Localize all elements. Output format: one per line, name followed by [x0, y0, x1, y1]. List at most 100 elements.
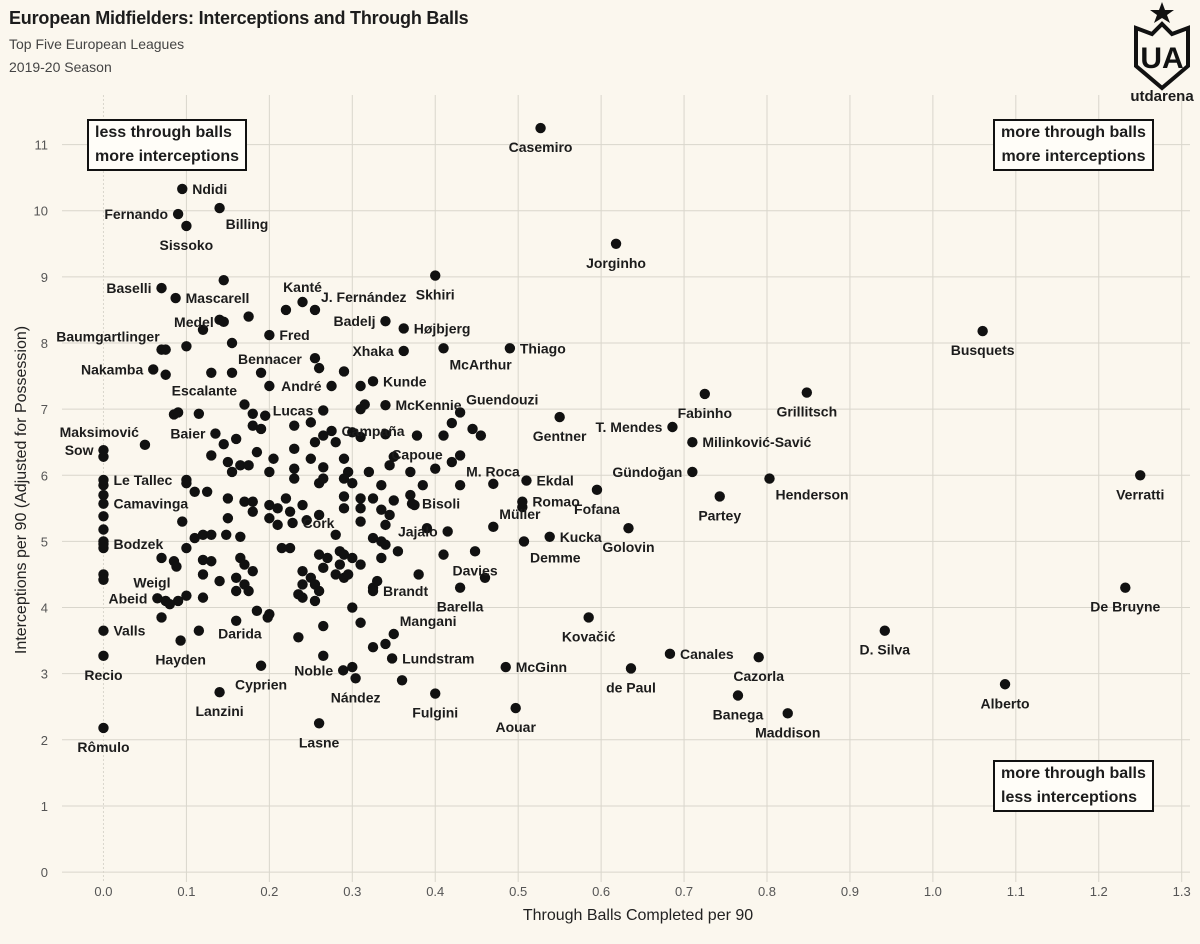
- player-point: [380, 638, 391, 650]
- player-label: Sow: [65, 442, 94, 458]
- player-label: Camavinga: [113, 496, 188, 512]
- player-label: McArthur: [450, 356, 513, 372]
- player-point-noble: [337, 665, 349, 676]
- player-point-cyprien: [255, 660, 267, 671]
- player-label: Jajalo: [398, 523, 438, 539]
- player-point: [222, 493, 234, 504]
- player-point: [206, 529, 217, 540]
- player-point: [197, 529, 209, 540]
- player-label: Lucas: [273, 402, 314, 418]
- player-point: [235, 531, 246, 542]
- player-point: [264, 513, 275, 524]
- player-point-recio: [98, 650, 109, 662]
- player-point-brandt: [367, 585, 379, 597]
- player-point: [222, 456, 234, 468]
- player-point: [247, 506, 258, 517]
- player-point-mcginn: [500, 661, 511, 673]
- player-label: Nakamba: [81, 361, 143, 377]
- player-point: [347, 661, 358, 673]
- player-label: Xhaka: [352, 343, 393, 359]
- player-point: [284, 506, 296, 517]
- player-point: [284, 542, 296, 554]
- player-point-kucka: [544, 531, 555, 542]
- player-point: [214, 575, 225, 587]
- player-point-h-jbjerg: [398, 323, 409, 334]
- player-label: Baselli: [106, 280, 151, 296]
- player-label: Mangani: [400, 613, 457, 629]
- player-point: [201, 486, 213, 498]
- player-point: [98, 489, 109, 501]
- y-tick-label: 9: [41, 270, 48, 285]
- player-point-jajalo: [442, 526, 453, 537]
- y-tick-label: 0: [41, 865, 48, 880]
- player-point-badelj: [380, 315, 391, 327]
- player-point: [417, 479, 428, 491]
- player-point: [355, 493, 366, 504]
- player-point: [313, 509, 325, 521]
- player-label: De Bruyne: [1090, 599, 1160, 615]
- player-point: [384, 509, 395, 521]
- player-point: [260, 410, 271, 421]
- player-label: Recio: [84, 667, 122, 683]
- player-label: Ekdal: [536, 473, 573, 489]
- player-label: Cyprien: [235, 677, 287, 693]
- player-label: Fabinho: [678, 405, 732, 421]
- player-point: [197, 569, 209, 580]
- player-point-darida: [262, 612, 273, 623]
- player-point-r-mulo: [98, 722, 109, 734]
- player-label: Ndidi: [192, 181, 227, 197]
- player-point: [181, 478, 192, 489]
- player-point: [488, 478, 499, 490]
- quadrant-bottom-right-line1: more through balls: [1001, 765, 1146, 782]
- player-point-bodzek: [98, 538, 109, 550]
- player-label: Lasne: [299, 734, 340, 750]
- player-point: [239, 496, 250, 507]
- player-point-demme: [518, 536, 530, 547]
- y-tick-label: 4: [41, 601, 48, 616]
- player-point: [338, 473, 350, 484]
- player-point-fernando: [172, 208, 184, 220]
- player-label: Sissoko: [160, 237, 214, 253]
- player-point: [318, 473, 329, 484]
- player-point: [297, 565, 308, 577]
- player-label: Henderson: [775, 487, 848, 503]
- player-point-maksimovi-: [139, 439, 151, 451]
- player-label: Canales: [680, 646, 734, 662]
- x-tick-label: 0.8: [758, 884, 776, 899]
- x-tick-label: 1.0: [924, 884, 942, 899]
- player-point-grillitsch: [801, 387, 813, 398]
- player-label: Golovin: [602, 539, 654, 555]
- player-point: [347, 552, 358, 564]
- player-point-verratti: [1135, 470, 1146, 481]
- x-tick-label: 0.1: [177, 884, 195, 899]
- player-point-fred: [264, 329, 275, 341]
- player-label: Fred: [279, 327, 309, 343]
- player-label: M. Roca: [466, 463, 520, 479]
- player-point-aouar: [510, 702, 521, 714]
- player-point-fabinho: [699, 388, 710, 400]
- player-point: [297, 499, 308, 511]
- player-point: [380, 429, 391, 440]
- player-point-sow: [98, 444, 109, 456]
- player-point: [338, 366, 350, 377]
- player-label: Fofana: [574, 501, 620, 517]
- player-point-capoue: [411, 430, 423, 441]
- player-label: Guendouzi: [466, 391, 538, 407]
- player-label: Kovačić: [562, 628, 616, 644]
- svg-text:UA: UA: [1140, 42, 1183, 75]
- player-label: Davies: [452, 562, 497, 578]
- player-label: Lundstram: [402, 650, 474, 666]
- player-label: Badelj: [333, 313, 375, 329]
- player-point: [421, 522, 433, 534]
- player-point: [309, 353, 321, 364]
- player-point-fulgini: [430, 688, 441, 699]
- x-tick-label: 1.1: [1007, 884, 1025, 899]
- player-point: [363, 466, 375, 478]
- player-point: [479, 572, 491, 583]
- player-point-lasne: [313, 718, 325, 729]
- player-point: [338, 491, 350, 502]
- player-point: [371, 575, 383, 587]
- player-point-de-paul: [625, 663, 637, 674]
- player-point: [376, 479, 387, 491]
- player-point-bisoli: [406, 498, 418, 509]
